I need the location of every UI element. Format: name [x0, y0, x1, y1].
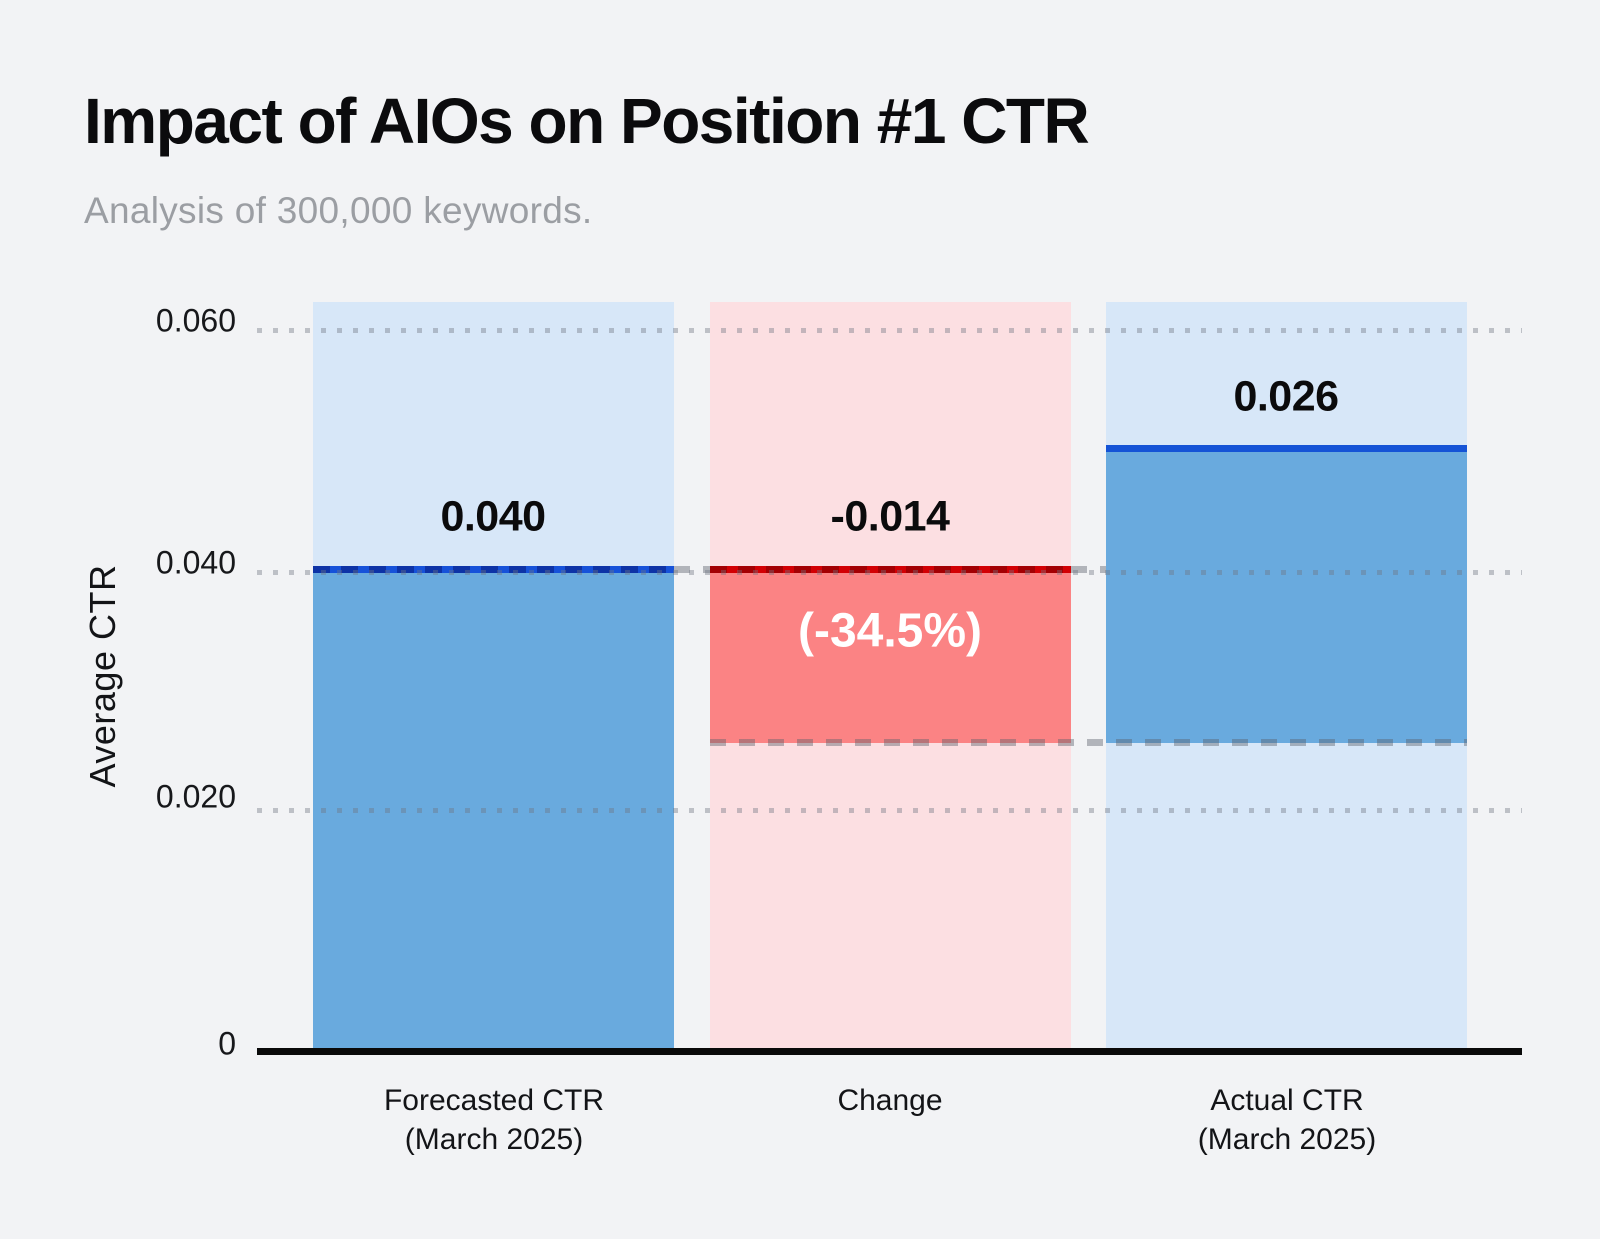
y-tick-0020: 0.020 [155, 778, 236, 815]
gridline-0020 [257, 808, 1522, 813]
x-axis-line [257, 1048, 1522, 1055]
actual-value-label: 0.026 [1233, 372, 1339, 421]
x-label-forecasted-line1: Forecasted CTR [383, 1084, 605, 1117]
actual-bar-fill [1106, 452, 1467, 743]
plot-area: 0.040 -0.014 (-34.5%) 0.026 [257, 302, 1522, 1048]
chart-title: Impact of AIOs on Position #1 CTR [84, 85, 1090, 157]
chart-subtitle: Analysis of 300,000 keywords. [84, 190, 593, 231]
gridline-0060 [257, 328, 1522, 333]
y-tick-0: 0 [218, 1025, 236, 1062]
dashed-connector-0040-gap1 [674, 566, 710, 573]
forecasted-bar-fill [313, 573, 674, 1048]
change-bar-top-line [710, 566, 1071, 573]
change-value-label: -0.014 [830, 492, 950, 541]
x-label-forecasted: Forecasted CTR (March 2025) [384, 1081, 604, 1159]
y-axis-title: Average CTR [82, 564, 123, 788]
forecasted-value-label: 0.040 [440, 492, 546, 541]
x-label-forecasted-line2: (March 2025) [404, 1123, 584, 1156]
forecasted-bar-top-line [313, 566, 674, 573]
y-tick-0040: 0.040 [155, 544, 236, 581]
change-bar-fill [710, 573, 1071, 743]
x-label-change: Change [837, 1081, 942, 1120]
actual-bar-top-line [1106, 445, 1467, 452]
x-label-actual: Actual CTR (March 2025) [1198, 1081, 1376, 1159]
dashed-connector-0040-gap2 [1071, 566, 1106, 573]
dashed-connector-0026 [710, 739, 1467, 746]
x-label-actual-line1: Actual CTR [1210, 1084, 1364, 1117]
gridline-0040 [257, 570, 1522, 575]
x-label-actual-line2: (March 2025) [1197, 1123, 1377, 1156]
y-tick-0060: 0.060 [155, 302, 236, 339]
change-percent-label: (-34.5%) [797, 604, 983, 658]
x-label-change-line1: Change [837, 1084, 943, 1117]
